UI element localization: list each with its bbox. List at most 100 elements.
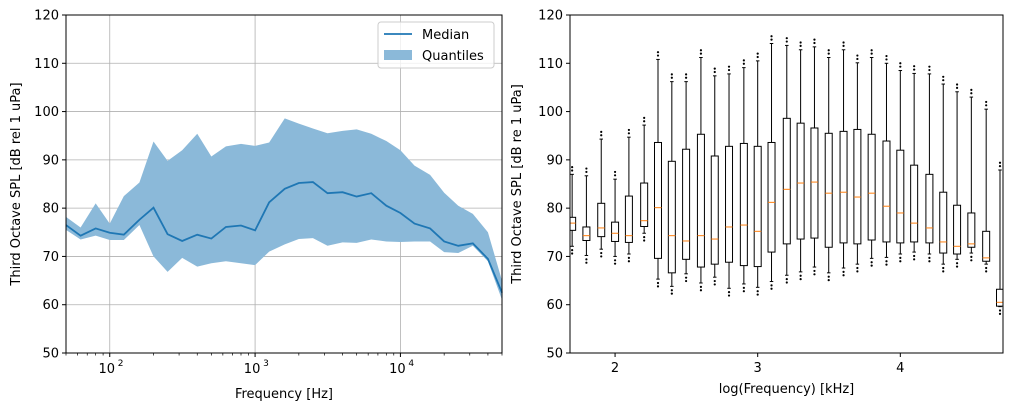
flier-point [856,266,859,270]
box-14 [753,52,762,296]
box-iqr [739,142,748,267]
box-4 [611,170,620,265]
flier-point [727,65,731,68]
flier-point [885,263,888,266]
flier-point [985,270,988,273]
box-9 [682,73,691,283]
box-iqr [624,195,633,243]
y-tick-label: 50 [546,347,563,362]
flier-point [942,270,945,273]
flier-point [770,35,773,38]
box-25 [910,65,919,261]
flier-point [998,312,1002,315]
flier-point [770,284,773,287]
flier-point [627,256,631,259]
box-17 [796,41,805,281]
box-iqr [839,130,848,244]
box-2 [582,167,591,264]
box-6 [640,116,649,242]
y-tick-label: 110 [538,57,563,72]
box-iqr [910,164,919,243]
flier-point [756,293,759,296]
flier-point [699,285,703,288]
flier-point [770,38,773,41]
box-iqr [570,216,577,231]
flier-point [928,65,931,68]
flier-point [600,255,603,258]
x-tick-label-exponent: 3 [263,359,269,369]
flier-point [684,279,688,283]
flier-point [827,49,830,52]
flier-point [643,120,646,123]
flier-point [785,278,788,281]
box-iqr [710,155,719,265]
flier-point [813,41,816,45]
flier-point [813,269,816,273]
flier-point [600,251,603,255]
flier-point [656,281,660,285]
flier-point [785,40,788,43]
box-27 [939,75,948,273]
box-iqr [725,145,734,263]
flier-point [870,52,873,55]
flier-point [600,134,603,137]
flier-point [913,65,916,68]
flier-point [713,70,716,74]
box-11 [710,67,719,286]
flier-point [699,52,703,55]
flier-point [913,258,916,261]
flier-point [998,161,1002,164]
box-21 [853,54,862,273]
flier-point [985,100,988,104]
flier-point [670,73,673,76]
flier-point [955,262,959,265]
flier-point [727,291,731,294]
legend-median-label: Median [422,28,469,43]
box-16 [782,37,791,284]
box-iqr [939,191,948,254]
y-tick-label: 60 [42,298,59,313]
flier-point [928,260,931,263]
flier-point [571,252,574,255]
flier-point [713,279,716,283]
box-iqr [925,173,934,244]
y-tick-label: 80 [546,202,563,217]
flier-point [885,260,888,263]
x-tick-label-exponent: 4 [408,359,414,369]
legend-quantiles-label: Quantiles [422,49,484,64]
box-iqr [882,140,891,243]
flier-point [870,261,873,264]
flier-point [699,49,703,52]
flier-point [842,41,845,44]
box-iqr [696,133,705,268]
x-tick-label: 10 [244,362,261,377]
flier-point [756,290,759,293]
flier-point [713,283,716,286]
flier-point [742,290,745,293]
flier-point [985,104,988,107]
y-tick-label: 50 [42,347,59,362]
box-iqr [796,122,805,240]
box-19 [824,49,833,282]
box-iqr [953,204,962,255]
axes-frame [569,14,1004,354]
box-iqr [810,127,819,239]
x-tick-label: 4 [896,361,904,376]
flier-point [842,274,845,277]
flier-point [785,37,788,40]
box-iqr [753,145,762,268]
flier-point [670,289,673,292]
flier-point [913,68,916,71]
box-12 [725,65,734,297]
flier-point [827,278,830,282]
box-iqr [824,132,833,248]
flier-point [842,270,845,273]
flier-point [684,276,688,279]
box-5 [624,128,633,263]
flier-point [684,76,688,79]
box-iqr [782,117,791,245]
flier-point [742,286,745,289]
y-tick-label: 110 [34,57,59,72]
y-tick-label: 120 [538,9,563,24]
flier-point [899,260,902,263]
